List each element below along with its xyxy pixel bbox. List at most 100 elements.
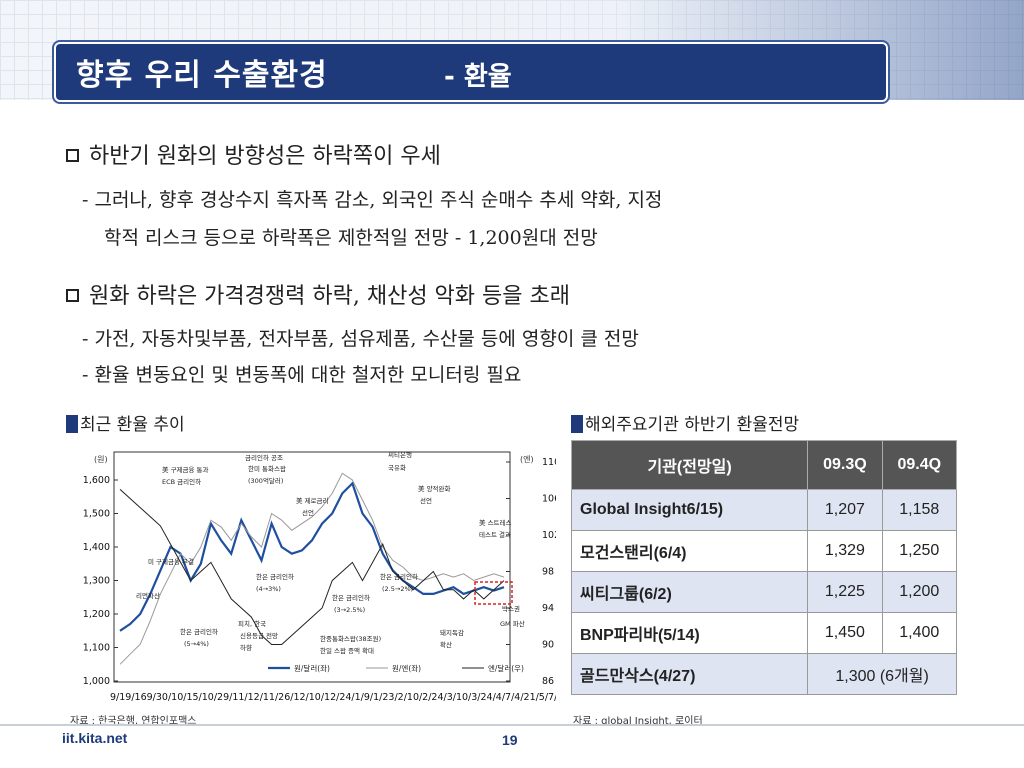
table-section-text: 해외주요기관 하반기 환율전망	[585, 415, 800, 435]
bullet-2-sub-2: - 환율 변동요인 및 변동폭에 대한 철저한 모니터링 필요	[82, 364, 522, 386]
exchange-rate-chart: 1,600 1,500 1,400 1,300 1,200 1,100 1,000 110 1…	[70, 440, 622, 710]
table-cell: 모건스탠리(6/4)	[570, 530, 809, 572]
bullet-2: 원화 하락은 가격경쟁력 하락, 채산성 악화 등을 초래	[66, 278, 570, 310]
forecast-table: 기관(전망일) 09.3Q 09.4Q Global Insight6/15) …	[570, 440, 958, 695]
left-axis-tick-label: 1,000	[83, 676, 110, 687]
table-cell: 1,158	[881, 489, 958, 531]
legend-label: 원/엔(좌)	[392, 663, 421, 673]
right-axis-tick-label: 86	[542, 676, 554, 687]
table-header-row: 기관(전망일) 09.3Q 09.4Q	[570, 440, 958, 490]
chart-annotation: 확산	[440, 640, 452, 649]
page-subtitle: - 환율	[444, 62, 512, 92]
left-axis-tick-label: 1,300	[83, 576, 110, 587]
chart-annotation: 신용등급 전망	[240, 631, 278, 640]
chart-annotation: 리먼파산	[136, 591, 160, 600]
chart-annotation: 미 구제금융 부결	[148, 557, 194, 566]
chart-plot-area	[113, 451, 511, 683]
table-cell: 1,207	[807, 489, 883, 531]
chart-annotation: 한은 금리인하	[256, 572, 294, 581]
chart-annotation: 하향	[240, 643, 252, 652]
right-axis-unit: (엔)	[520, 454, 534, 464]
table-cell: 1,329	[807, 530, 883, 572]
table-row: 씨티그룹(6/2) 1,225 1,200	[570, 571, 958, 613]
bullet-1-text: 하반기 원화의 방향성은 하락쪽이 우세	[89, 144, 441, 169]
chart-annotation: GM 파산	[500, 619, 525, 628]
chart-annotation: 한은 금리인하	[380, 572, 418, 581]
section-marker-icon	[66, 415, 78, 433]
chart-annotation: 금리인하 공조	[245, 453, 283, 462]
bullet-2-sub-1: - 가전, 자동차및부품, 전자부품, 섬유제품, 수산물 등에 영향이 클 전…	[82, 328, 639, 350]
chart-annotation: 美 양적완화	[418, 484, 451, 493]
chart-annotation: 한은 금리인하	[180, 627, 218, 636]
right-axis-tick-label: 90	[542, 640, 554, 651]
table-header-cell: 09.3Q	[807, 440, 883, 490]
legend-label: 엔/달러(우)	[488, 663, 524, 673]
table-cell: 골드만삭스(4/27)	[570, 653, 809, 695]
chart-annotation: 한은 금리인하	[332, 593, 370, 602]
chart-annotation: 한일 스왑 증액 확대	[320, 646, 374, 655]
chart-annotation: (2.5→2%)	[382, 585, 413, 593]
bullet-2-text: 원화 하락은 가격경쟁력 하락, 채산성 악화 등을 초래	[89, 284, 570, 309]
table-row: Global Insight6/15) 1,207 1,158	[570, 489, 958, 531]
series-line-2	[119, 472, 505, 665]
page-number: 19	[502, 732, 518, 748]
legend-label: 원/달러(좌)	[294, 664, 330, 673]
bullet-1-sub-1: - 그러나, 향후 경상수지 흑자폭 감소, 외국인 주식 순매수 추세 약화,…	[82, 189, 663, 211]
table-row: 모건스탠리(6/4) 1,329 1,250	[570, 530, 958, 572]
chart-annotation: 美 구제금융 통과	[162, 465, 209, 474]
chart-annotation: (300억달러)	[248, 476, 283, 485]
footer-site: iit.kita.net	[62, 730, 128, 746]
section-marker-icon	[571, 415, 583, 433]
table-cell: 1,400	[881, 612, 958, 654]
chart-annotation: (5→4%)	[184, 640, 209, 648]
chart-annotation: 선언	[302, 508, 314, 517]
table-cell: BNP파리바(5/14)	[570, 612, 809, 654]
chart-svg: 1,600 1,500 1,400 1,300 1,200 1,100 1,000 110 1…	[83, 450, 622, 703]
chart-annotation: (4→3%)	[256, 585, 281, 593]
left-axis-tick-label: 1,200	[83, 609, 110, 620]
bullet-1-sub-2: 학적 리스크 등으로 하락폭은 제한적일 전망 - 1,200원대 전망	[104, 227, 598, 249]
table-row: BNP파리바(5/14) 1,450 1,400	[570, 612, 958, 654]
checkbox-bullet-icon	[66, 149, 79, 162]
left-axis-tick-label: 1,500	[83, 509, 110, 520]
right-axis-tick-label: 98	[542, 567, 554, 578]
chart-annotation: ECB 금리인하	[162, 477, 201, 486]
series-line-3	[119, 489, 505, 645]
left-axis-tick-label: 1,600	[83, 475, 110, 486]
footer-divider	[0, 724, 1024, 726]
table-cell: Global Insight6/15)	[570, 489, 809, 531]
left-axis-tick-label: 1,400	[83, 542, 110, 553]
chart-annotation: 한미 통화스왑	[248, 464, 286, 473]
table-cell: 1,200	[881, 571, 958, 613]
table-cell: 1,300 (6개월)	[807, 653, 957, 695]
checkbox-bullet-icon	[66, 289, 79, 302]
table-source: 자료 : global Insight, 로이터	[573, 716, 703, 727]
table-row: 골드만삭스(4/27) 1,300 (6개월)	[570, 653, 957, 695]
chart-annotation: 씨티은행	[388, 450, 412, 459]
left-axis-tick-label: 1,100	[83, 643, 110, 654]
table-cell: 1,450	[807, 612, 883, 654]
table-cell: 1,225	[807, 571, 883, 613]
table-cell: 씨티그룹(6/2)	[570, 571, 809, 613]
right-axis-tick-label: 110	[542, 457, 556, 468]
chart-annotation: 선언	[420, 496, 432, 505]
x-axis-tick-labels: 9/19/169/30/10/15/10/29/11/12/11/26/12/1…	[110, 692, 556, 703]
right-axis-tick-label: 102	[542, 530, 556, 541]
chart-annotation: 美 제로금리	[296, 496, 329, 505]
chart-source: 자료 : 한국은행, 연합인포맥스	[70, 716, 197, 727]
chart-annotation: (3→2.5%)	[334, 606, 365, 614]
chart-annotation: 피치, 한국	[238, 619, 266, 628]
table-cell: 1,250	[881, 530, 958, 572]
chart-annotation: 돼지독감	[440, 628, 464, 637]
table-section-label: 해외주요기관 하반기 환율전망	[571, 410, 799, 435]
table-header-cell: 기관(전망일)	[570, 440, 809, 490]
chart-annotation: 테스트 결과	[479, 530, 511, 539]
box-range-highlight	[474, 581, 513, 605]
chart-annotation: 美 스트레스	[479, 518, 512, 527]
right-axis-tick-label: 94	[542, 603, 554, 614]
chart-section-text: 최근 환율 추이	[80, 415, 185, 435]
bullet-1: 하반기 원화의 방향성은 하락쪽이 우세	[66, 138, 441, 170]
right-axis-tick-label: 106	[542, 494, 556, 505]
chart-annotation: 한중통화스왑(38조원)	[320, 634, 381, 643]
series-line-1	[119, 481, 505, 632]
